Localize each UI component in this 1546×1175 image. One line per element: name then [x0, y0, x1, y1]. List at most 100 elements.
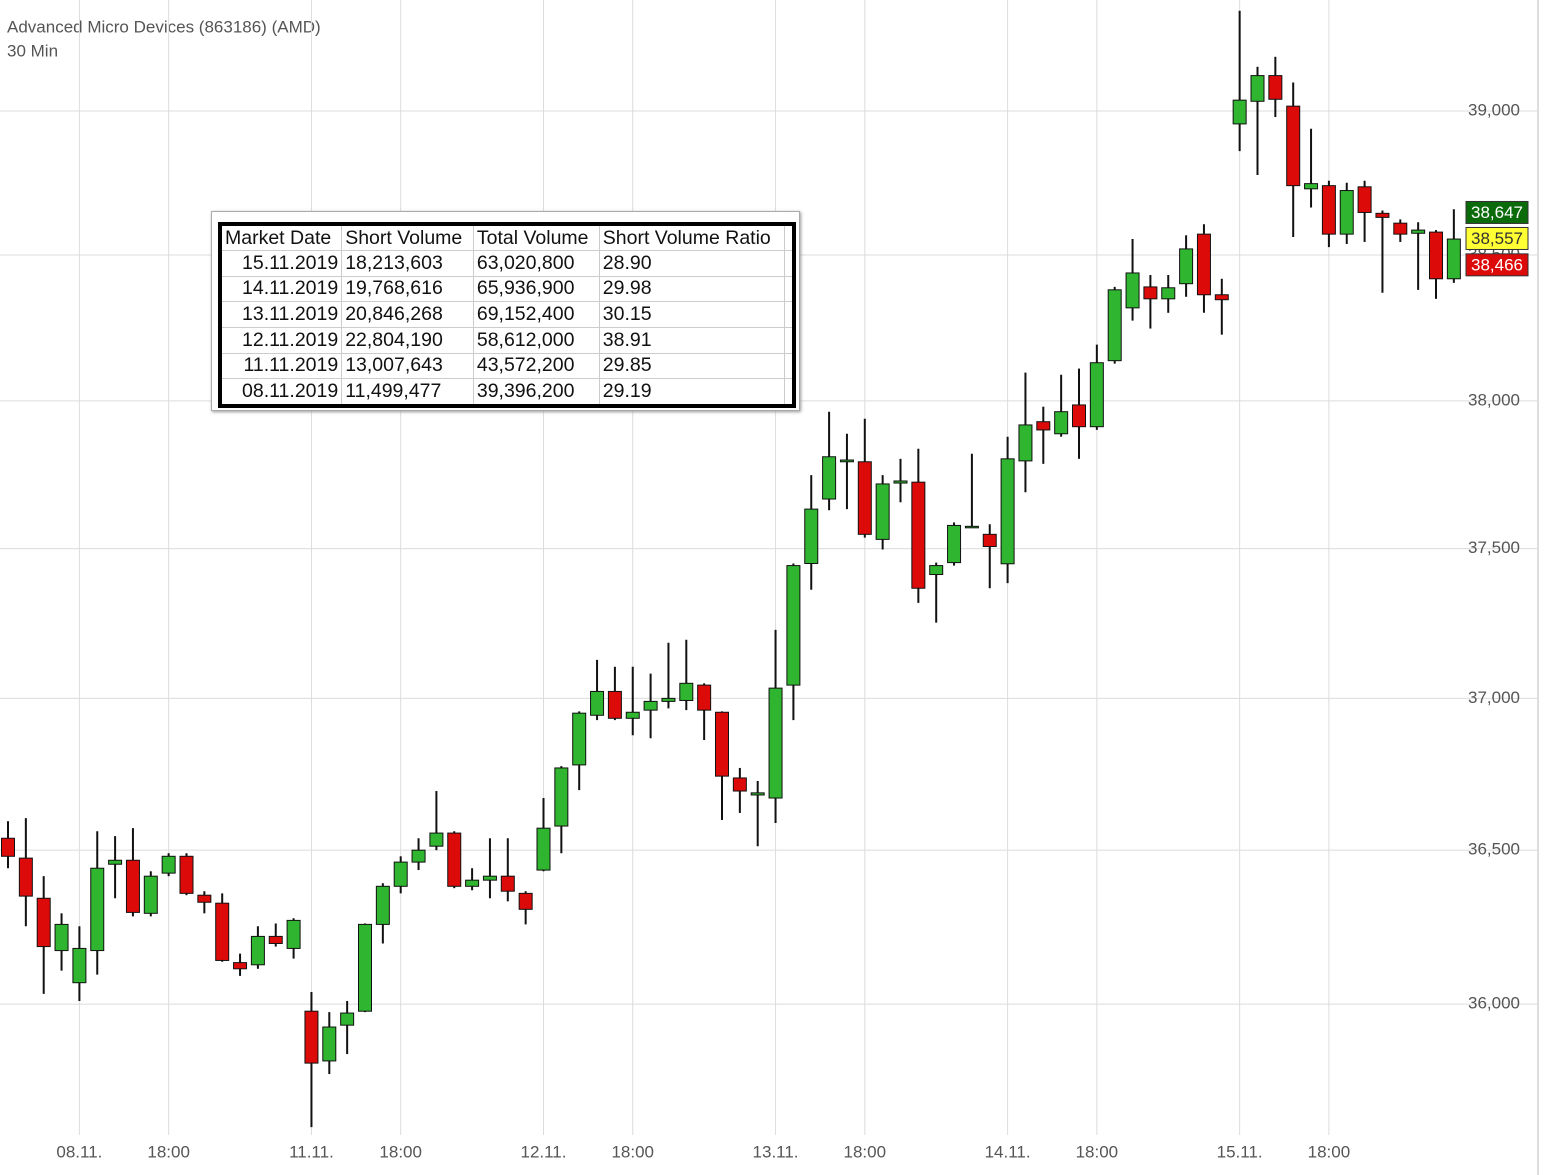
- candle-body: [393, 861, 408, 887]
- candle-body: [1072, 404, 1086, 428]
- x-tick-label: 15.11.: [1217, 1142, 1263, 1161]
- candle-body: [1286, 105, 1301, 187]
- table-cell: 39,396,200: [473, 378, 600, 407]
- candle-body: [804, 508, 819, 564]
- x-tick-label: 18:00: [147, 1142, 190, 1161]
- x-tick-label: 18:00: [844, 1142, 887, 1161]
- candle-body: [911, 481, 926, 589]
- candle-body: [54, 923, 69, 952]
- candle-body: [857, 461, 872, 535]
- candle-body: [572, 712, 587, 766]
- candle-body: [1321, 185, 1336, 235]
- table-row: 08.11.2019 11,499,477 39,396,200 29.19: [220, 378, 795, 407]
- chart-subtitle: 30 Min: [7, 41, 58, 60]
- column-header: Short Volume: [341, 224, 474, 251]
- table-row: 12.11.2019 22,804,190 58,612,000 38.91: [220, 327, 795, 354]
- candle-body: [1357, 186, 1372, 213]
- table-row: 13.11.2019 20,846,268 69,152,400 30.15: [220, 301, 795, 328]
- candle-body: [1339, 190, 1354, 235]
- candle-body: [732, 777, 747, 792]
- candle-body: [947, 524, 962, 564]
- candle-body: [1232, 99, 1247, 125]
- candle-body: [1429, 231, 1443, 280]
- candle-body: [1125, 272, 1140, 309]
- candle-body: [447, 832, 462, 887]
- chart-title: Advanced Micro Devices (863186) (AMD): [7, 17, 321, 36]
- candle-body: [18, 857, 33, 897]
- candle-body: [90, 867, 105, 952]
- table-row: 14.11.2019 19,768,616 65,936,900 29.98: [220, 276, 795, 303]
- candle-body: [590, 690, 605, 716]
- candle-body: [429, 832, 444, 847]
- table-cell: 15.11.2019: [220, 250, 343, 277]
- candle-body: [233, 962, 248, 970]
- candle-body: [375, 885, 390, 925]
- table-cell: 29.19: [599, 378, 786, 407]
- candle-body: [108, 859, 123, 865]
- candle-body: [1089, 362, 1104, 428]
- x-tick-label: 18:00: [379, 1142, 422, 1161]
- table-cell: 29.85: [599, 353, 786, 380]
- candle-body: [322, 1026, 337, 1062]
- table-cell: 29.98: [599, 276, 786, 303]
- x-tick-label: 12.11.: [520, 1142, 566, 1161]
- candle-body: [1411, 229, 1426, 234]
- candle-body: [750, 792, 765, 796]
- candle-body: [411, 849, 426, 863]
- candle-body: [197, 894, 212, 903]
- table-cell: 38.91: [599, 327, 786, 354]
- candle-body: [536, 827, 551, 871]
- candle-body: [679, 682, 694, 701]
- x-tick-label: 14.11.: [985, 1142, 1031, 1161]
- candle-body: [875, 483, 890, 540]
- candle-body: [143, 875, 158, 914]
- candle-body: [1036, 421, 1051, 431]
- table-row: 15.11.2019 18,213,603 63,020,800 28.90: [220, 250, 795, 277]
- empty-cell: [784, 327, 795, 354]
- candle-body: [1000, 458, 1015, 565]
- candle-body: [1375, 212, 1390, 218]
- candle-body: [893, 480, 908, 484]
- empty-cell: [784, 224, 795, 251]
- candle-body: [1304, 183, 1319, 190]
- candle-body: [607, 690, 622, 719]
- y-tick-label: 39,000: [1468, 101, 1520, 120]
- price-marker: [1465, 200, 1529, 224]
- x-tick-label: 11.11.: [289, 1142, 334, 1161]
- candle-body: [268, 935, 283, 944]
- table-cell: 30.15: [599, 301, 786, 328]
- x-tick-label: 13.11.: [753, 1142, 799, 1161]
- candle-body: [286, 919, 301, 949]
- candle-body: [982, 533, 997, 548]
- empty-cell: [784, 353, 795, 380]
- candle-body: [72, 947, 87, 984]
- y-tick-label: 38,000: [1468, 390, 1520, 409]
- table-cell: 69,152,400: [473, 301, 600, 328]
- candle-body: [1250, 75, 1265, 102]
- candle-body: [1107, 289, 1122, 362]
- candle-body: [1, 837, 15, 857]
- x-tick-label: 18:00: [1308, 1142, 1351, 1161]
- column-header: Total Volume: [473, 224, 600, 251]
- y-tick-label: 36,500: [1468, 840, 1520, 859]
- table-cell: 63,020,800: [473, 250, 600, 277]
- candle-body: [697, 684, 712, 711]
- candle-body: [518, 892, 533, 910]
- candle-body: [768, 687, 783, 799]
- candle-body: [661, 697, 676, 702]
- y-tick-label: 36,000: [1468, 994, 1520, 1013]
- candle-body: [465, 879, 480, 887]
- candle-body: [786, 565, 801, 686]
- table-cell: 19,768,616: [341, 276, 474, 303]
- table-cell: 28.90: [599, 250, 786, 277]
- table-row: 11.11.2019 13,007,643 43,572,200 29.85: [220, 353, 795, 380]
- candle-body: [1054, 411, 1069, 435]
- candle-body: [822, 456, 837, 500]
- table-cell: 13,007,643: [341, 353, 474, 380]
- table-body: 15.11.2019 18,213,603 63,020,800 28.90 14.11…: [220, 250, 795, 407]
- short-volume-table: Market Date Short Volume Total Volume Short…: [211, 211, 800, 411]
- price-marker-label: 38,647: [1471, 203, 1523, 222]
- candle-body: [1161, 287, 1176, 300]
